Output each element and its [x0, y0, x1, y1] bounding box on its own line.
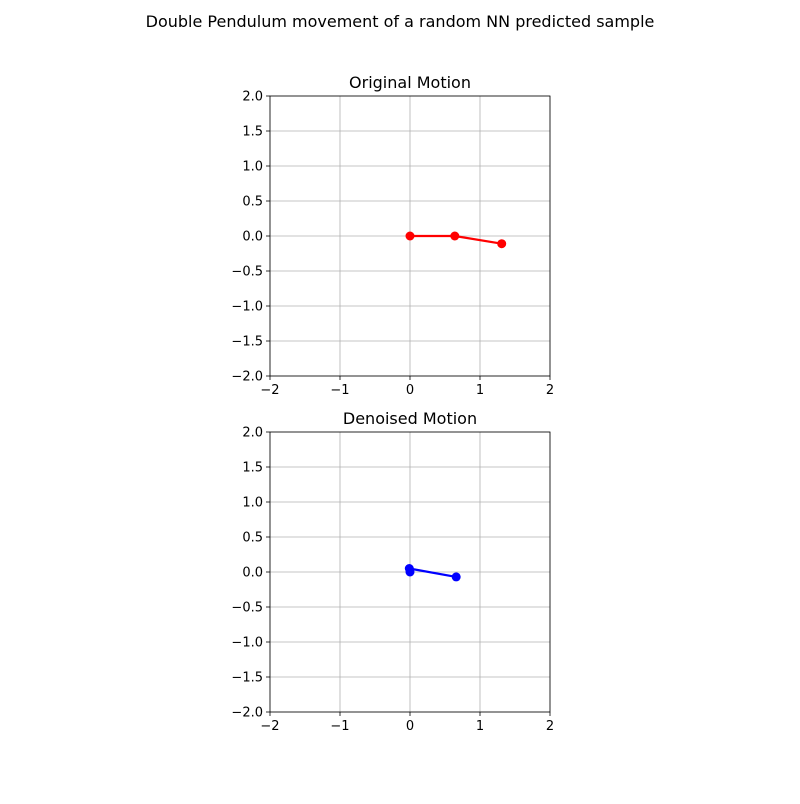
pendulum-mass-point [450, 231, 460, 241]
x-tick-label: 1 [476, 719, 484, 734]
y-tick-label: 1.5 [242, 125, 263, 140]
y-tick-label: 2.0 [242, 426, 263, 441]
x-tick-label: 0 [406, 383, 414, 398]
x-tick-label: 1 [476, 383, 484, 398]
x-tick-label: −2 [260, 719, 279, 734]
x-tick-label: −2 [260, 383, 279, 398]
y-tick-label: 1.0 [242, 160, 263, 175]
y-tick-label: −1.0 [231, 636, 263, 651]
y-tick-label: 1.5 [242, 461, 263, 476]
y-tick-label: 1.0 [242, 496, 263, 511]
plot-title: Denoised Motion [343, 409, 477, 428]
y-tick-label: 2.0 [242, 90, 263, 105]
y-tick-label: −0.5 [231, 601, 263, 616]
x-tick-label: 0 [406, 719, 414, 734]
y-tick-label: −2.0 [231, 370, 263, 385]
plot-title: Original Motion [349, 73, 471, 92]
y-tick-label: −1.0 [231, 300, 263, 315]
pendulum-mass-point [405, 231, 415, 241]
y-tick-label: 0.5 [242, 531, 263, 546]
pendulum-mass-point [451, 572, 461, 582]
pendulum-mass-point [404, 564, 414, 573]
y-tick-label: −1.5 [231, 671, 263, 686]
pendulum-mass-point [497, 239, 507, 249]
pendulum-arm-line [408, 567, 457, 578]
plot-denoised-motion: −2 −1 0 1 2 2.0 1.5 1.0 0.5 0.0 −0.5 −1.0 −1.5 −2.0 De… [231, 409, 554, 734]
y-tick-label: −1.5 [231, 335, 263, 350]
y-tick-label: −2.0 [231, 706, 263, 721]
plot-original-motion: −2 −1 0 1 2 2.0 1.5 1.0 0.5 0.0 −0.5 −1.0 −1.5 −2.0 Or… [231, 73, 554, 398]
x-tick-label: −1 [330, 383, 349, 398]
y-tick-label: 0.0 [242, 566, 263, 581]
x-tick-label: −1 [330, 719, 349, 734]
y-tick-label: −0.5 [231, 265, 263, 280]
x-tick-label: 2 [546, 383, 554, 398]
figure-suptitle: Double Pendulum movement of a random NN … [145, 12, 655, 31]
x-tick-label: 2 [546, 719, 554, 734]
y-tick-label: 0.0 [242, 230, 263, 245]
y-tick-label: 0.5 [242, 195, 263, 210]
